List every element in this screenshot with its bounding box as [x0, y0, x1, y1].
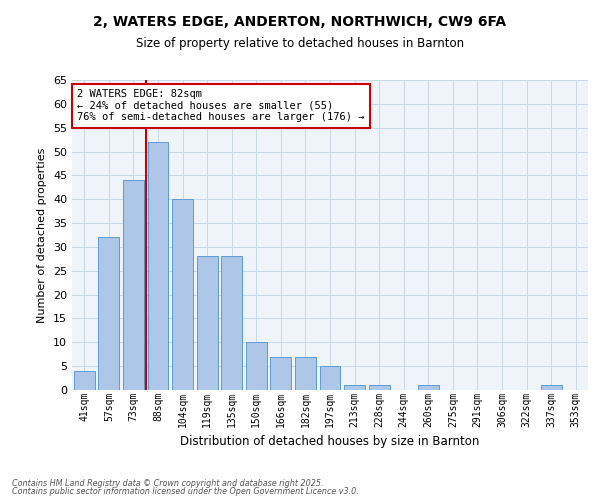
Bar [541, 385, 562, 390]
Bar [221, 256, 242, 390]
Bar [148, 142, 169, 390]
Bar [271, 356, 292, 390]
Text: 2 WATERS EDGE: 82sqm
← 24% of detached houses are smaller (55)
76% of semi-detac: 2 WATERS EDGE: 82sqm ← 24% of detached h… [77, 90, 365, 122]
Text: Size of property relative to detached houses in Barnton: Size of property relative to detached ho… [136, 38, 464, 51]
Y-axis label: Number of detached properties: Number of detached properties [37, 148, 47, 322]
Bar [368, 385, 389, 390]
Bar [246, 342, 267, 390]
Bar [197, 256, 218, 390]
Bar [98, 238, 119, 390]
Text: 2, WATERS EDGE, ANDERTON, NORTHWICH, CW9 6FA: 2, WATERS EDGE, ANDERTON, NORTHWICH, CW9… [94, 15, 506, 29]
Bar [418, 385, 439, 390]
Bar [320, 366, 340, 390]
X-axis label: Distribution of detached houses by size in Barnton: Distribution of detached houses by size … [181, 435, 479, 448]
Bar [74, 371, 95, 390]
Text: Contains public sector information licensed under the Open Government Licence v3: Contains public sector information licen… [12, 487, 359, 496]
Text: Contains HM Land Registry data © Crown copyright and database right 2025.: Contains HM Land Registry data © Crown c… [12, 478, 323, 488]
Bar [123, 180, 144, 390]
Bar [344, 385, 365, 390]
Bar [295, 356, 316, 390]
Bar [172, 199, 193, 390]
